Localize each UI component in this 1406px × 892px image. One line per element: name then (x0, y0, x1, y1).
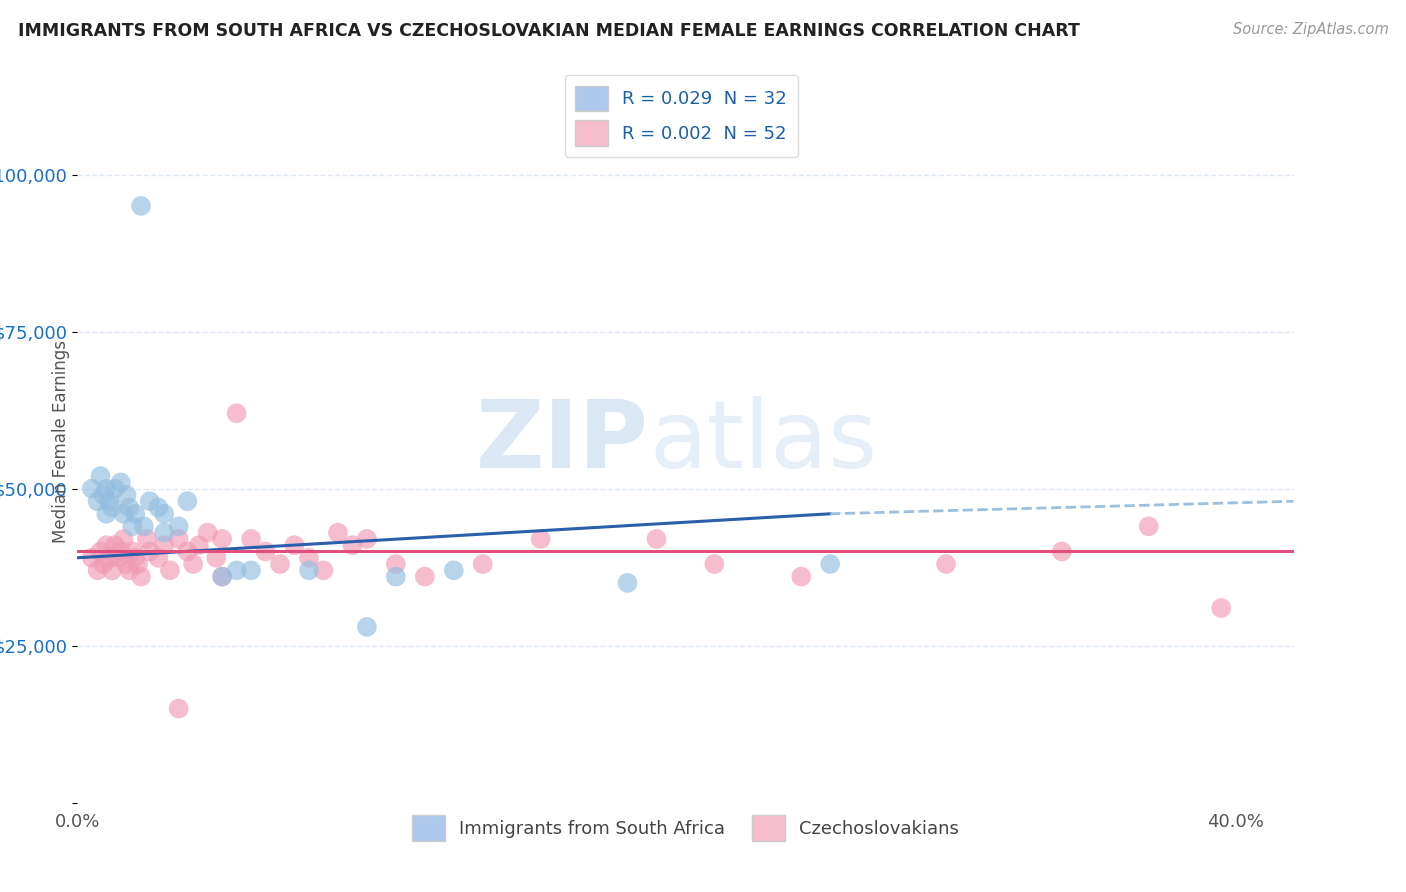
Point (121, 519, 143, 533)
Point (225, 406, 247, 420)
Point (1050, 544, 1073, 558)
Point (385, 557, 408, 571)
Point (132, 519, 155, 533)
Point (818, 557, 841, 571)
Point (115, 488, 138, 502)
Point (197, 525, 219, 540)
Point (211, 569, 233, 583)
Point (86, 563, 108, 577)
Point (790, 569, 813, 583)
Point (107, 550, 129, 565)
Point (703, 557, 725, 571)
Point (935, 557, 957, 571)
Text: Source: ZipAtlas.com: Source: ZipAtlas.com (1233, 22, 1389, 37)
Point (1137, 519, 1160, 533)
Point (98, 550, 121, 565)
Point (530, 532, 553, 546)
Point (135, 532, 157, 546)
Point (283, 538, 305, 552)
Point (269, 557, 291, 571)
Point (101, 563, 124, 577)
Text: IMMIGRANTS FROM SOUTH AFRICA VS CZECHOSLOVAKIAN MEDIAN FEMALE EARNINGS CORRELATI: IMMIGRANTS FROM SOUTH AFRICA VS CZECHOSL… (18, 22, 1080, 40)
Point (110, 544, 132, 558)
Point (96, 538, 118, 552)
Point (1211, 601, 1233, 615)
Point (176, 544, 198, 558)
Point (312, 563, 335, 577)
Point (205, 550, 228, 565)
Point (93, 557, 115, 571)
Point (104, 482, 127, 496)
Point (645, 532, 668, 546)
Point (443, 563, 465, 577)
Point (167, 532, 190, 546)
Point (188, 538, 211, 552)
Point (181, 557, 204, 571)
Point (110, 475, 132, 490)
Point (112, 507, 135, 521)
Point (124, 507, 146, 521)
Point (104, 538, 127, 552)
Point (86, 494, 108, 508)
Point (298, 563, 321, 577)
Legend: Immigrants from South Africa, Czechoslovakians: Immigrants from South Africa, Czechoslov… (405, 808, 966, 848)
Point (167, 519, 190, 533)
Point (80, 550, 103, 565)
Point (129, 569, 152, 583)
Point (342, 538, 364, 552)
Point (356, 532, 378, 546)
Point (93, 488, 115, 502)
Point (176, 494, 198, 508)
Point (153, 538, 176, 552)
Point (98, 494, 121, 508)
Point (96, 482, 118, 496)
Point (225, 563, 247, 577)
Point (96, 507, 118, 521)
Point (112, 532, 135, 546)
Point (153, 525, 176, 540)
Point (80, 482, 103, 496)
Point (124, 550, 146, 565)
Point (240, 532, 263, 546)
Point (385, 569, 408, 583)
Point (240, 563, 263, 577)
Point (118, 563, 141, 577)
Point (167, 701, 190, 715)
Point (471, 557, 494, 571)
Point (159, 563, 181, 577)
Point (115, 557, 138, 571)
Point (211, 532, 233, 546)
Point (127, 557, 149, 571)
Point (326, 525, 349, 540)
Point (121, 544, 143, 558)
Point (211, 569, 233, 583)
Y-axis label: Median Female Earnings: Median Female Earnings (52, 340, 70, 543)
Point (89, 469, 111, 483)
Point (89, 544, 111, 558)
Text: ZIP: ZIP (477, 395, 650, 488)
Point (101, 500, 124, 515)
Point (616, 575, 638, 590)
Point (138, 494, 160, 508)
Point (129, 199, 152, 213)
Point (298, 550, 321, 565)
Point (153, 507, 176, 521)
Point (138, 544, 160, 558)
Point (254, 544, 277, 558)
Point (148, 500, 170, 515)
Point (118, 500, 141, 515)
Point (148, 550, 170, 565)
Point (356, 620, 378, 634)
Point (413, 569, 436, 583)
Text: atlas: atlas (650, 395, 877, 488)
